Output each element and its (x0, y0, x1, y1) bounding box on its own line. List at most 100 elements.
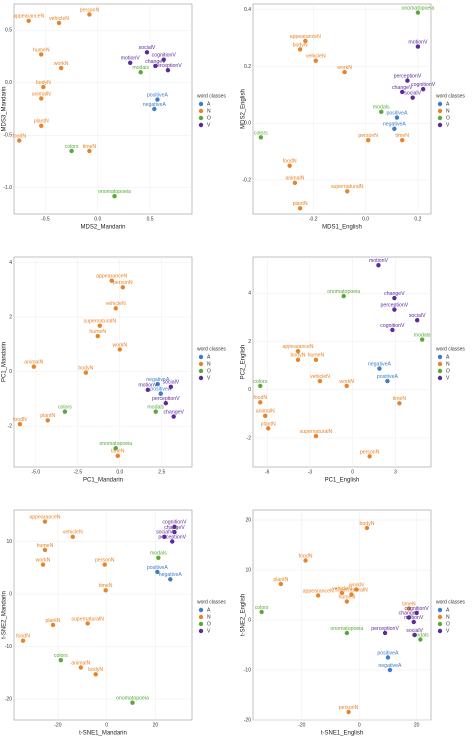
point (50, 622, 56, 628)
point-label: supernaturalN (300, 429, 333, 435)
point-label: cognitionV (162, 520, 187, 526)
point (172, 524, 177, 529)
point (172, 529, 177, 535)
point-label: bodyN (290, 353, 305, 359)
point (128, 60, 133, 65)
panel: -20 0 20 10 0 -10 -20 t-SNE1_Mandarin t-SNE2_Man… (2, 509, 226, 737)
legend-label: V (446, 122, 450, 128)
legend-label: N (207, 614, 211, 620)
x-axis-label: MDS2_Mandarin (80, 225, 125, 231)
point-label: supernaturalN (84, 319, 117, 325)
point (163, 400, 169, 406)
point (45, 418, 50, 423)
point (155, 569, 160, 575)
point-label: onomatopoeia (98, 189, 131, 195)
legend-label: A (207, 101, 211, 107)
point-label: socialV (409, 313, 426, 319)
point (144, 50, 150, 55)
point-label: vehicleN (310, 374, 330, 380)
point (112, 193, 117, 199)
point (109, 278, 114, 283)
point (85, 621, 90, 626)
y-axis-label: PC2_English (241, 345, 247, 380)
legend-swatch (437, 108, 443, 114)
y-tick-label: -20 (5, 696, 12, 702)
legend-swatch (437, 115, 443, 121)
point (392, 307, 397, 312)
point-label: bodyN (88, 667, 103, 673)
legend-swatch (437, 354, 443, 360)
point-label: changeV (164, 525, 185, 531)
point-label: vehicleN (332, 586, 352, 592)
point-label: perceptionV (381, 302, 409, 308)
point (69, 148, 74, 154)
legend-swatch (437, 361, 443, 367)
point (113, 306, 118, 311)
point (400, 138, 405, 143)
point-label: timeN (402, 601, 416, 607)
x-tick-label: 2.5 (158, 469, 165, 475)
point-label: colors (253, 379, 267, 385)
plot-area (13, 3, 193, 215)
y-tick-label: -20 (244, 717, 251, 723)
point-label: modals (412, 632, 429, 638)
point (295, 348, 301, 354)
point (406, 615, 412, 620)
legend-label: N (446, 108, 450, 114)
legend-title: word classes (436, 346, 465, 352)
x-tick-label: 3 (394, 469, 397, 475)
point (412, 632, 417, 638)
point (17, 421, 23, 427)
plot-area (252, 509, 432, 721)
point (317, 378, 323, 384)
point-label: workN (339, 379, 354, 385)
point (62, 409, 68, 414)
legend-swatch (198, 101, 204, 107)
point-label: timeN (83, 144, 97, 150)
y-axis-label: MDS2_English (241, 89, 247, 129)
point-label: plantN (46, 618, 61, 624)
y-tick-label: -10 (5, 644, 12, 650)
point-label: positiveA (377, 650, 399, 656)
x-tick-label: 0 (358, 722, 361, 728)
point-label: appearanceN (303, 588, 334, 594)
point (17, 138, 22, 143)
point (93, 672, 98, 677)
point-label: personN (358, 133, 378, 139)
point (39, 123, 44, 128)
point-label: workN (54, 61, 69, 67)
point (392, 295, 397, 301)
point (259, 609, 264, 615)
x-tick-label: 0 (105, 722, 108, 728)
legend-label: V (207, 628, 211, 634)
point-label: modals (373, 105, 390, 111)
point-label: supernaturalN (331, 184, 364, 190)
point-label: modals (132, 65, 149, 71)
point-label: plantN (40, 413, 55, 419)
point (102, 562, 107, 567)
panel: -5.0 -2.5 0.0 2.5 4 2 0 -2 PC1_Mandarin PC1_Manda… (2, 256, 226, 484)
point-label: motionV (408, 39, 428, 45)
point (171, 414, 176, 419)
point (339, 590, 345, 596)
point (41, 84, 46, 90)
legend-label: N (207, 108, 211, 114)
point-label: positiveA (377, 374, 399, 380)
point-label: personN (113, 280, 133, 286)
point-label: foodN (299, 553, 313, 559)
panel: -6 -3 0 3 4 2 0 -2 PC1_English PC2_English negativ… (241, 256, 465, 484)
point-label: positiveA (386, 110, 408, 116)
point (138, 70, 143, 75)
point-label: personN (339, 705, 359, 711)
point (295, 357, 301, 363)
point (155, 381, 160, 387)
plot-area (252, 256, 432, 468)
legend-label: O (446, 368, 450, 374)
point (87, 12, 92, 17)
x-tick-label: -20 (298, 722, 305, 728)
legend-label: A (207, 607, 211, 613)
point (155, 97, 160, 102)
point (390, 327, 395, 333)
point-label: negativeA (378, 663, 402, 669)
y-tick-label: -2 (247, 435, 252, 441)
